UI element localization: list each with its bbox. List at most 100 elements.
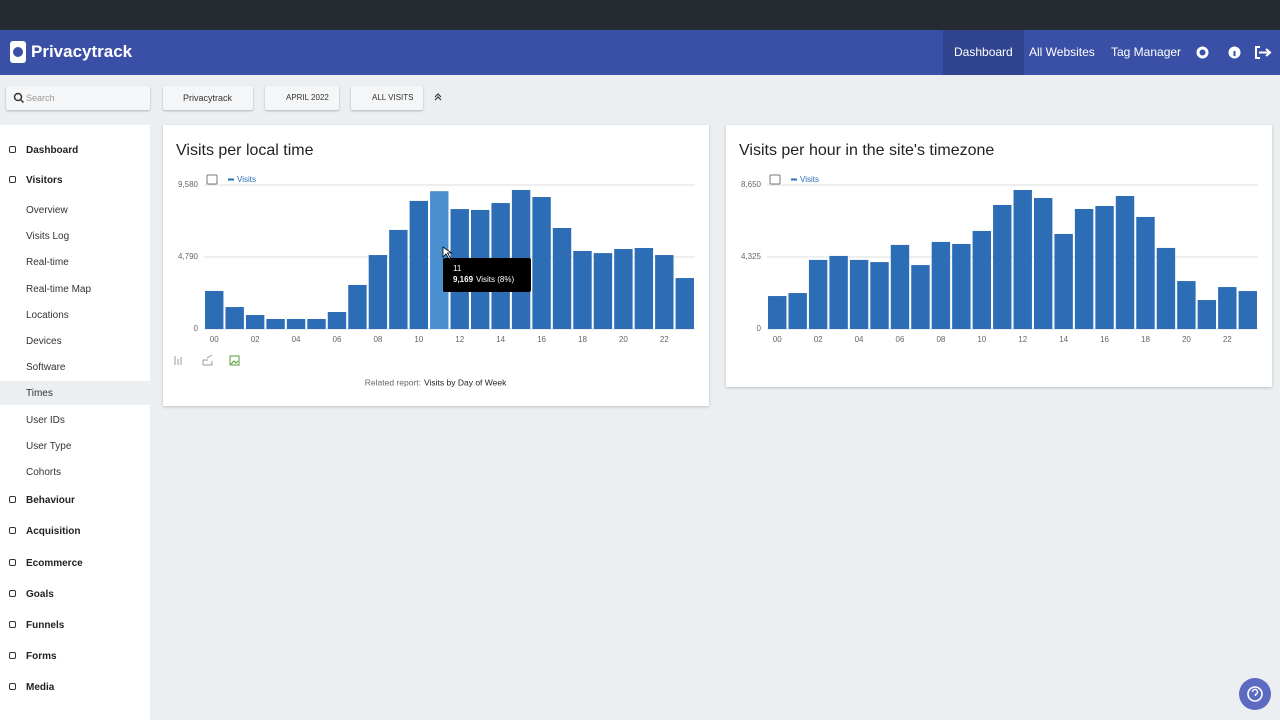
sidebar-item[interactable]: Times (26, 388, 53, 400)
y-tick-label: 4,790 (178, 252, 199, 261)
tooltip-value: 9,169 (453, 275, 474, 284)
bar (1054, 233, 1073, 329)
sidebar-item[interactable]: Cohorts (26, 467, 62, 478)
sidebar-icon (9, 558, 16, 566)
x-tick-label: 00 (210, 335, 219, 344)
bar (573, 250, 592, 329)
x-tick-label: 06 (896, 335, 905, 344)
bar (808, 259, 828, 329)
bar (430, 191, 449, 329)
sidebar-item[interactable]: Real-time Map (26, 283, 92, 295)
sidebar-section[interactable]: Ecommerce (26, 557, 83, 569)
image-icon (229, 355, 240, 366)
site-selector[interactable]: Privacytrack (163, 86, 253, 110)
x-tick-label: 02 (251, 335, 260, 344)
y-tick-label: 0 (757, 324, 762, 333)
chart: Visits per local time Visits 0 4,790 9,580 00… (174, 142, 695, 387)
y-tick-label: 8,650 (741, 180, 762, 189)
y-tick-label: 4,325 (741, 252, 762, 261)
tooltip-title: 11 (453, 264, 462, 273)
bar (993, 204, 1012, 329)
bar (890, 244, 910, 329)
x-tick-label: 20 (619, 335, 628, 344)
x-tick-label: 08 (936, 335, 945, 344)
bar (1115, 195, 1135, 329)
x-tick-label: 14 (496, 335, 505, 344)
collapse-icon[interactable] (433, 92, 443, 102)
bar (368, 255, 388, 329)
bar (1013, 189, 1032, 329)
bar (829, 255, 848, 329)
sidebar-section[interactable]: Acquisition (26, 526, 81, 538)
sidebar-section[interactable]: Visitors (26, 175, 63, 186)
legend-icon (206, 174, 218, 185)
bar (931, 241, 951, 329)
nav-link[interactable]: Dashboard (943, 30, 1024, 75)
period-selector[interactable]: APRIL 2022 (265, 86, 339, 110)
header: Privacytrack Dashboard All Websites Tag … (0, 30, 1280, 75)
sidebar-section[interactable]: Dashboard (26, 145, 79, 156)
widget: Visits per hour in the site's timezone Vi… (726, 125, 1272, 387)
sidebar-item[interactable]: Real-time (26, 257, 69, 269)
widget: Visits per local time Visits 0 4,790 9,580 00… (163, 125, 709, 406)
bar (1156, 247, 1176, 329)
nav-link[interactable]: Tag Manager (1111, 45, 1182, 59)
legend-label: Visits (237, 175, 256, 184)
related-label: Related report: (365, 377, 421, 387)
site-name: Privacytrack (183, 93, 233, 103)
sidebar-section[interactable]: Goals (26, 588, 54, 600)
bar (593, 253, 613, 329)
help-button[interactable] (1239, 678, 1271, 710)
sidebar-icon (9, 176, 16, 183)
chart-title: Visits per hour in the site's timezone (739, 142, 994, 159)
bar (389, 229, 408, 329)
bar (245, 315, 265, 329)
header-icons[interactable] (1196, 46, 1272, 59)
bar (655, 255, 674, 329)
x-tick-label: 02 (814, 335, 823, 344)
sidebar-section[interactable]: Funnels (26, 620, 65, 631)
chart-title: Visits per local time (176, 142, 314, 159)
window-bar (0, 0, 1280, 30)
x-tick-label: 16 (1100, 335, 1109, 344)
bar (1136, 216, 1155, 329)
sidebar-section[interactable]: Forms (26, 651, 57, 663)
sidebar-section[interactable]: Behaviour (26, 495, 75, 507)
bar (1095, 205, 1114, 329)
bar (849, 259, 869, 329)
x-tick-label: 14 (1059, 335, 1068, 344)
sidebar-icon (9, 146, 16, 153)
bar (532, 197, 551, 329)
x-tick-label: 18 (1141, 335, 1150, 344)
sidebar-item[interactable]: User Type (26, 440, 72, 452)
bar (1074, 208, 1094, 329)
search-box[interactable]: Search (6, 86, 150, 110)
related-link[interactable]: Visits by Day of Week (424, 377, 507, 387)
bar (768, 296, 787, 329)
sidebar-icon (9, 589, 16, 597)
bar (870, 262, 889, 329)
x-tick-label: 16 (537, 335, 546, 344)
sidebar-icon (9, 683, 16, 691)
bar (225, 307, 244, 329)
sidebar-item[interactable]: Locations (26, 309, 69, 321)
active-row (0, 381, 150, 406)
sidebar-item[interactable]: Software (26, 362, 66, 374)
sidebar-item[interactable]: Overview (26, 205, 68, 216)
bar-icon (174, 356, 182, 365)
bar (634, 247, 654, 329)
bar (307, 319, 326, 329)
sidebar-section[interactable]: Media (26, 682, 55, 694)
sidebar-item[interactable]: User IDs (26, 414, 65, 426)
x-tick-label: 04 (855, 335, 864, 344)
search-icon (13, 92, 25, 104)
segment-selector[interactable]: ALL VISITS (351, 86, 423, 110)
logo (10, 41, 26, 63)
nav-link[interactable]: All Websites (1029, 45, 1095, 59)
x-tick-label: 12 (455, 335, 464, 344)
x-tick-label: 20 (1182, 335, 1191, 344)
sidebar-item[interactable]: Visits Log (26, 231, 70, 243)
sidebar-item[interactable]: Devices (26, 336, 62, 347)
